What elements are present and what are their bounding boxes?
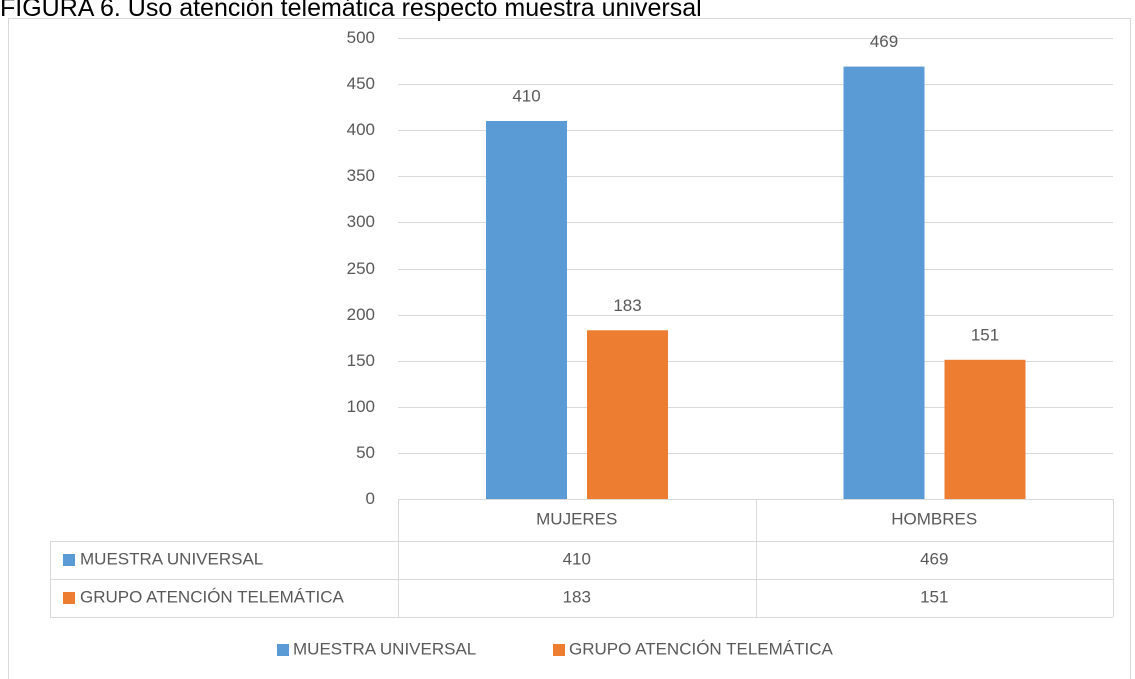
table-value: 469 bbox=[920, 549, 948, 568]
table-value: 410 bbox=[563, 549, 591, 568]
y-tick-label: 300 bbox=[347, 212, 375, 231]
chart-title: FIGURA 6. Uso atención telemática respec… bbox=[0, 0, 702, 22]
data-label: 469 bbox=[870, 32, 898, 51]
x-tick-label: MUJERES bbox=[536, 509, 617, 528]
data-label: 151 bbox=[971, 325, 999, 344]
data-label: 183 bbox=[613, 296, 641, 315]
y-tick-label: 100 bbox=[347, 397, 375, 416]
legend-label: GRUPO ATENCIÓN TELEMÁTICA bbox=[569, 639, 834, 658]
legend-label: MUESTRA UNIVERSAL bbox=[293, 639, 476, 658]
table-legend-key bbox=[63, 592, 75, 604]
y-tick-label: 50 bbox=[356, 443, 375, 462]
bar bbox=[843, 66, 925, 499]
table-value: 151 bbox=[920, 587, 948, 606]
y-tick-label: 150 bbox=[347, 351, 375, 370]
chart-border bbox=[8, 18, 1131, 679]
y-tick-label: 200 bbox=[347, 305, 375, 324]
table-row-label: MUESTRA UNIVERSAL bbox=[80, 549, 263, 568]
bar bbox=[587, 330, 668, 499]
bar bbox=[486, 120, 567, 499]
table-legend-key bbox=[63, 554, 75, 566]
y-tick-label: 250 bbox=[347, 259, 375, 278]
table-value: 183 bbox=[563, 587, 591, 606]
y-tick-label: 0 bbox=[366, 489, 375, 508]
y-tick-label: 350 bbox=[347, 166, 375, 185]
legend-key bbox=[553, 644, 565, 656]
bar bbox=[944, 359, 1026, 499]
legend-key bbox=[277, 644, 289, 656]
table-row-label: GRUPO ATENCIÓN TELEMÁTICA bbox=[80, 587, 345, 606]
y-tick-label: 500 bbox=[347, 28, 375, 47]
x-tick-label: HOMBRES bbox=[891, 509, 977, 528]
y-tick-label: 400 bbox=[347, 120, 375, 139]
y-tick-label: 450 bbox=[347, 74, 375, 93]
data-label: 410 bbox=[512, 86, 540, 105]
